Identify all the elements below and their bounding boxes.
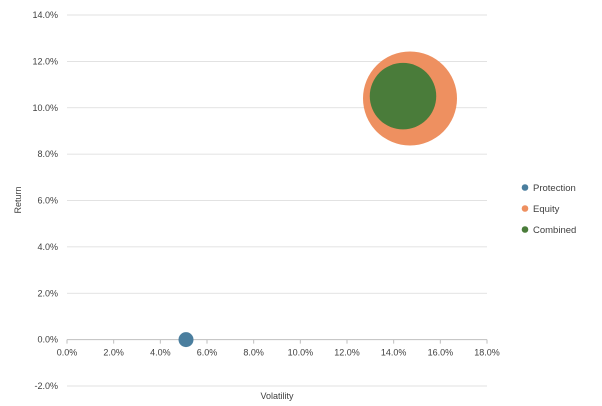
x-tick-label: 10.0% xyxy=(288,348,314,358)
legend-label-equity: Equity xyxy=(533,204,560,215)
legend-marker-combined xyxy=(521,226,529,233)
x-tick-label: 6.0% xyxy=(197,348,218,358)
bubble-combined xyxy=(369,62,437,130)
y-tick-label: 10.0% xyxy=(32,103,58,113)
y-tick-label: 0.0% xyxy=(37,335,58,345)
y-tick-label: 14.0% xyxy=(32,10,58,20)
y-tick-label: 2.0% xyxy=(37,288,58,298)
x-tick-label: 4.0% xyxy=(150,348,171,358)
y-tick-label: 8.0% xyxy=(37,149,58,159)
y-tick-label: 6.0% xyxy=(37,196,58,206)
x-tick-label: 16.0% xyxy=(428,348,454,358)
x-tick-label: 14.0% xyxy=(381,348,407,358)
x-tick-label: 0.0% xyxy=(57,348,78,358)
y-tick-label: -2.0% xyxy=(34,381,58,391)
x-tick-label: 18.0% xyxy=(474,348,500,358)
legend: Protection Equity Combined xyxy=(521,183,576,236)
x-tick-label: 8.0% xyxy=(243,348,264,358)
x-tick-label: 2.0% xyxy=(103,348,124,358)
bubble-protection xyxy=(178,332,194,348)
legend-label-protection: Protection xyxy=(533,183,576,194)
x-tick-label: 12.0% xyxy=(334,348,360,358)
x-axis-title: Volatility xyxy=(260,391,294,401)
legend-label-combined: Combined xyxy=(533,225,576,236)
legend-marker-equity xyxy=(521,205,529,212)
y-tick-label: 4.0% xyxy=(37,242,58,252)
bubble-series xyxy=(178,51,457,348)
y-axis-title: Return xyxy=(13,186,23,213)
legend-marker-protection xyxy=(521,184,529,191)
gridlines xyxy=(67,14,487,387)
axes: -2.0% 0.0% 2.0% 4.0% 6.0% 8.0% 10.0% 12.0% 14.0%… xyxy=(32,10,499,391)
y-tick-label: 12.0% xyxy=(32,56,58,66)
